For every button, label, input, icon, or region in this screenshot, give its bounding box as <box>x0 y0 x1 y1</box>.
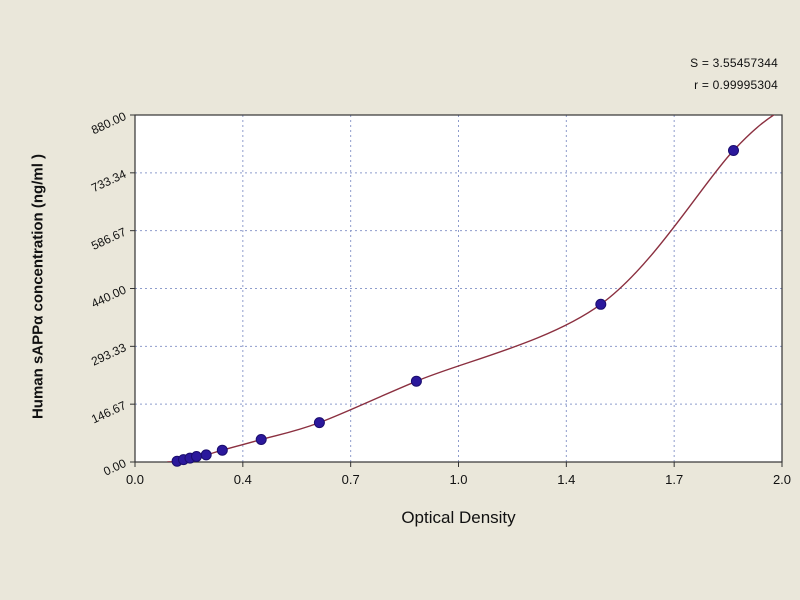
x-axis-label: Optical Density <box>401 508 516 527</box>
data-point-marker <box>728 145 739 156</box>
data-point-marker <box>191 451 202 462</box>
fit-statistics: S = 3.55457344 r = 0.99995304 <box>690 52 778 96</box>
y-tick-label: 0.00 <box>101 456 128 479</box>
y-tick-label: 440.00 <box>89 282 128 310</box>
y-tick-label: 733.34 <box>89 167 128 195</box>
x-tick-label: 0.4 <box>234 472 252 487</box>
fit-statistic-s: S = 3.55457344 <box>690 56 778 70</box>
fit-statistic-r: r = 0.99995304 <box>694 78 778 92</box>
x-tick-label: 1.4 <box>557 472 575 487</box>
y-tick-label: 586.67 <box>89 225 128 253</box>
x-tick-label: 1.0 <box>449 472 467 487</box>
plot-border <box>134 114 783 463</box>
x-tick-label: 2.0 <box>773 472 791 487</box>
data-point-marker <box>255 434 267 445</box>
x-tick-label: 0.0 <box>126 472 144 487</box>
y-tick-label: 146.67 <box>89 398 128 426</box>
data-point-marker <box>410 375 422 387</box>
x-tick-label: 1.7 <box>665 472 683 487</box>
data-point-marker <box>200 449 212 461</box>
y-axis-label: Human sAPPα concentration (ng/ml ) <box>29 153 47 420</box>
data-point-marker <box>216 444 228 456</box>
x-tick-label: 0.7 <box>342 472 360 487</box>
y-tick-label: 880.00 <box>89 109 128 137</box>
data-point-marker <box>313 417 325 429</box>
plot-background <box>135 115 782 462</box>
y-tick-label: 293.33 <box>89 340 128 368</box>
data-point-marker <box>595 298 607 310</box>
